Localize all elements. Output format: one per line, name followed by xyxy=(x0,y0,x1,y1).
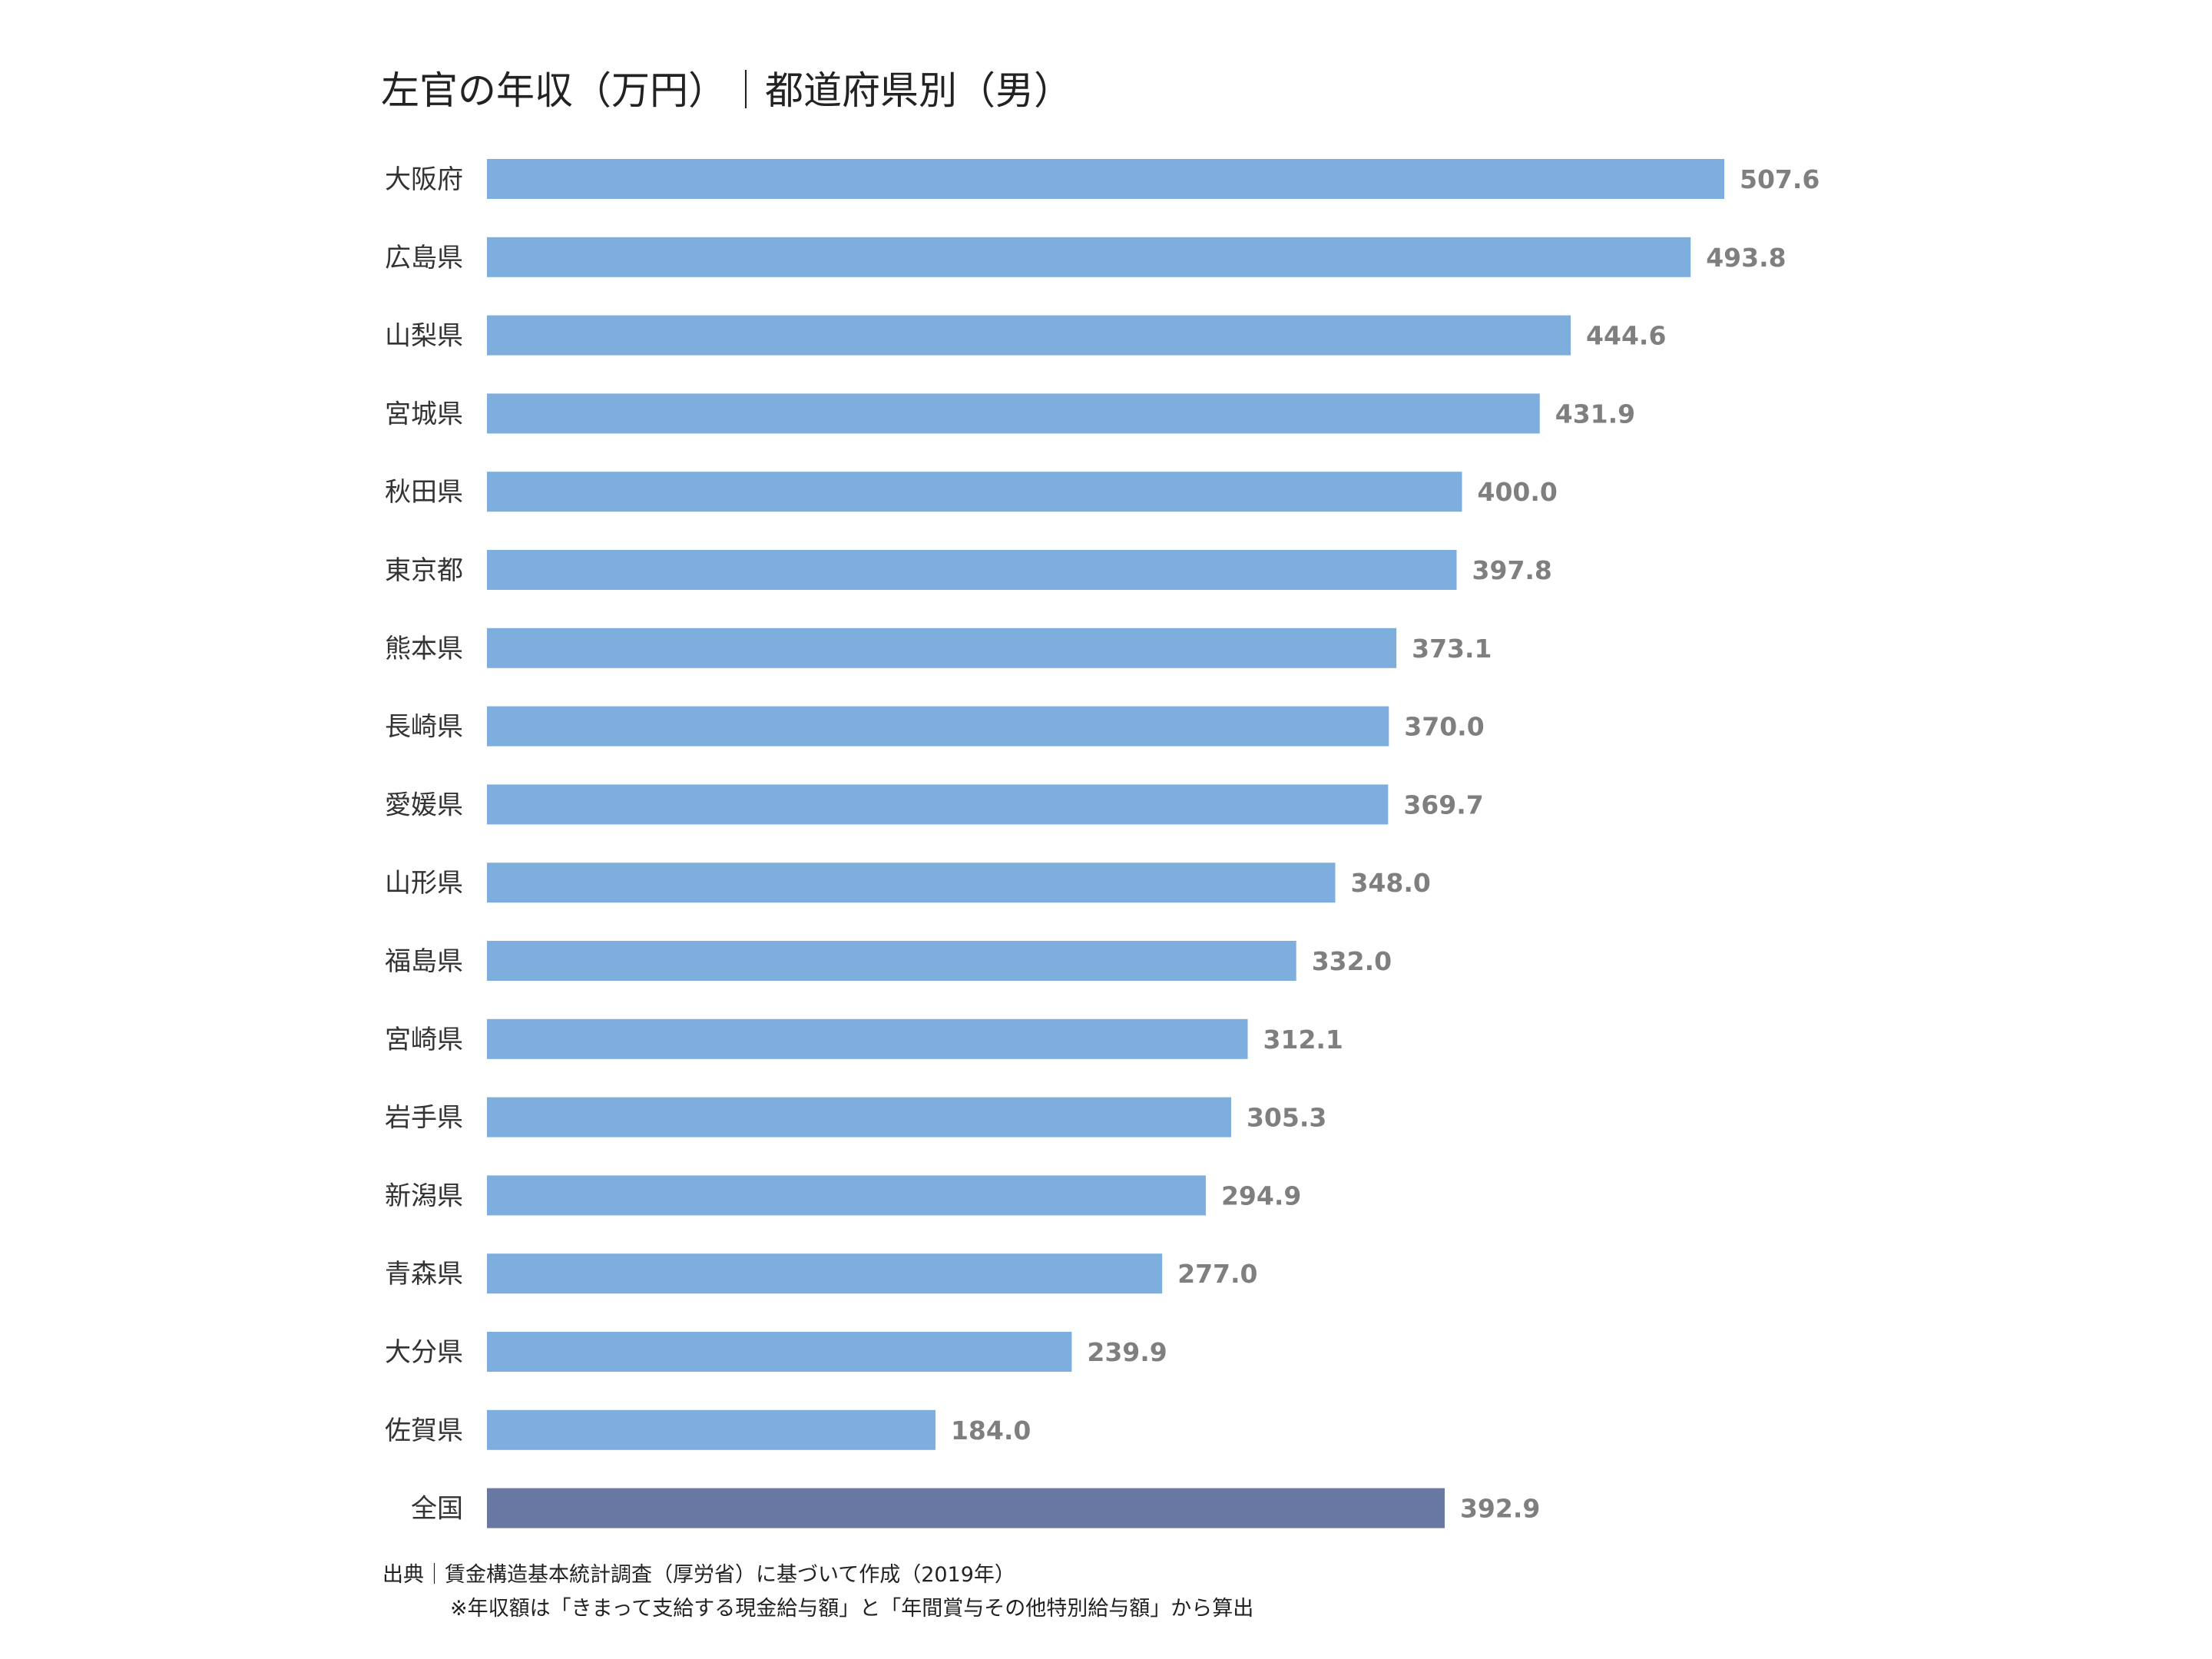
bar-7 xyxy=(487,628,1397,668)
footer-source: 出典｜賃金構造基本統計調査（厚労省）に基づいて作成（2019年） xyxy=(382,1563,1015,1587)
category-label: 広島県 xyxy=(385,243,463,273)
bar-6 xyxy=(487,550,1457,590)
bar-15 xyxy=(487,1253,1163,1294)
category-label: 大分県 xyxy=(385,1337,463,1368)
category-label: 佐賀県 xyxy=(385,1416,463,1446)
category-label: 秋田県 xyxy=(385,477,463,508)
value-label: 239.9 xyxy=(1087,1337,1167,1367)
value-label: 370.0 xyxy=(1404,712,1484,742)
bar-12 xyxy=(487,1018,1248,1059)
bar-1 xyxy=(487,159,1724,199)
bar-14 xyxy=(487,1175,1206,1216)
category-label: 山形県 xyxy=(385,868,463,899)
bar-5 xyxy=(487,472,1462,512)
value-label: 373.1 xyxy=(1412,634,1492,664)
value-label: 369.7 xyxy=(1403,790,1483,820)
category-label: 愛媛県 xyxy=(385,790,463,820)
category-label: 東京都 xyxy=(385,555,463,586)
category-label: 長崎県 xyxy=(385,712,463,743)
footer-note: ※年収額は「きまって支給する現金給与額」と「年間賞与その他特別給与額」から算出 xyxy=(450,1597,1254,1621)
bar-9 xyxy=(487,784,1389,825)
bar-18 xyxy=(487,1488,1445,1528)
category-label: 大阪府 xyxy=(385,164,463,195)
value-label: 312.1 xyxy=(1263,1025,1343,1055)
value-label: 397.8 xyxy=(1472,555,1552,585)
value-label: 493.8 xyxy=(1706,243,1786,273)
bars-layer xyxy=(487,159,1724,1528)
value-label: 507.6 xyxy=(1740,164,1820,194)
bar-3 xyxy=(487,315,1571,356)
bar-10 xyxy=(487,863,1336,903)
value-label: 305.3 xyxy=(1247,1103,1326,1133)
category-label: 全国 xyxy=(411,1494,463,1525)
category-label: 山梨県 xyxy=(385,321,463,352)
value-label: 277.0 xyxy=(1177,1259,1257,1289)
bar-17 xyxy=(487,1409,935,1450)
value-label: 348.0 xyxy=(1350,868,1430,898)
chart-title: 左官の年収（万円）｜都道府県別（男） xyxy=(381,68,1072,113)
category-label: 宮崎県 xyxy=(385,1025,463,1055)
bar-16 xyxy=(487,1332,1072,1372)
value-label: 431.9 xyxy=(1555,399,1635,429)
bar-4 xyxy=(487,393,1540,434)
value-label: 392.9 xyxy=(1460,1494,1540,1524)
labels-layer: 大阪府 507.6 広島県 493.8 山梨県 444.6 宮城県 431.9 秋田県 400.0… xyxy=(385,164,1820,1525)
bar-2 xyxy=(487,237,1691,277)
value-label: 444.6 xyxy=(1586,321,1666,351)
value-label: 184.0 xyxy=(951,1416,1031,1445)
value-label: 400.0 xyxy=(1478,477,1558,507)
category-label: 青森県 xyxy=(385,1259,463,1290)
bar-13 xyxy=(487,1097,1231,1137)
category-label: 熊本県 xyxy=(385,634,463,664)
bar-11 xyxy=(487,941,1296,981)
category-label: 岩手県 xyxy=(385,1103,463,1134)
category-label: 新潟県 xyxy=(385,1181,463,1211)
category-label: 福島県 xyxy=(385,946,463,977)
bar-8 xyxy=(487,706,1389,747)
value-label: 332.0 xyxy=(1312,946,1392,976)
category-label: 宮城県 xyxy=(385,399,463,429)
value-label: 294.9 xyxy=(1221,1181,1301,1210)
